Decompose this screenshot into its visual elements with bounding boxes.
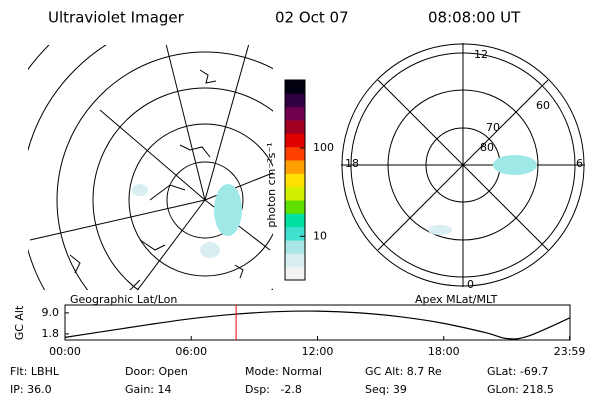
status-field: Seq: 39 [365,383,407,396]
colorbar-tick-label: 100 [313,141,334,154]
colorbar-segment [285,213,305,228]
title: Ultraviolet Imager [48,9,185,27]
altitude-line [64,310,571,340]
colorbar-segment [285,226,305,241]
status-field: GC Alt: 8.7 Re [365,365,442,378]
date: 02 Oct 07 [275,9,349,27]
x-tick-label: 18:00 [428,345,460,358]
x-tick-label: 12:00 [302,345,334,358]
panel-label: Apex MLat/MLT [415,293,498,306]
colorbar-segment [285,253,305,268]
status-field: Door: Open [125,365,188,378]
status-field: Dsp: -2.8 [245,383,302,396]
status-field: IP: 36.0 [10,383,52,396]
colorbar-segment [285,93,305,108]
colorbar-segment [285,173,305,188]
colorbar-tick-label: 10 [313,229,327,242]
mlt-label: 18 [345,157,359,170]
mlat-label: 80 [480,141,494,154]
polar-map [341,43,585,287]
panel-label: Geographic Lat/Lon [70,293,177,306]
colorbar-segment [285,266,305,281]
colorbar-segment [285,80,305,94]
geographic-map [28,45,273,290]
colorbar-segment [285,120,305,134]
mlt-label: 0 [467,278,474,291]
colorbar-segment [285,133,305,148]
time: 08:08:00 UT [428,9,521,27]
colorbar-label: photon cm⁻²s⁻¹ [265,142,278,227]
colorbar-segment [285,160,305,174]
status-field: GLat: -69.7 [487,365,548,378]
status-field: Mode: Normal [245,365,322,378]
x-tick-label: 06:00 [175,345,207,358]
status-field: Flt: LBHL [10,365,60,378]
y-tick-label: 1.8 [42,327,60,340]
colorbar-segment [285,106,305,121]
x-tick-label: 23:59 [554,345,586,358]
y-tick-label: 9.0 [42,306,60,319]
status-field: GLon: 218.5 [487,383,554,396]
x-tick-label: 00:00 [49,345,81,358]
colorbar-segment [285,200,305,214]
colorbar-segment [285,240,305,254]
mlat-label: 70 [486,121,500,134]
colorbar-frame [284,79,306,281]
mlt-label: 6 [576,157,583,170]
colorbar-segment [285,146,305,161]
mlt-label: 12 [474,48,488,61]
y-axis-label: GC Alt [13,305,26,340]
mlat-label: 60 [536,99,550,112]
status-field: Gain: 14 [125,383,172,396]
colorbar-segment [285,186,305,201]
